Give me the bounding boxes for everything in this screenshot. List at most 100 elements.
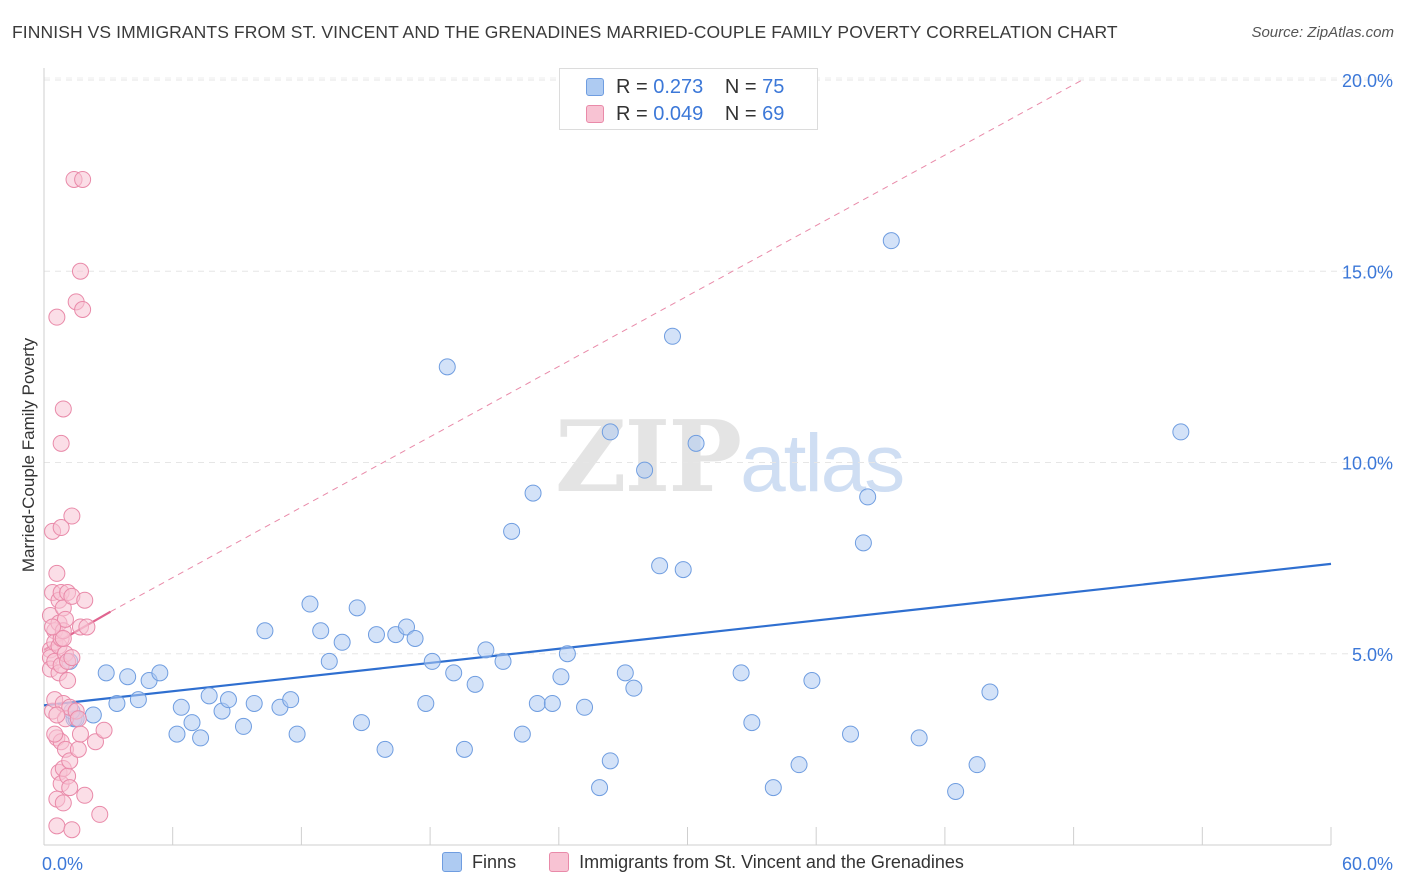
legend-item-finns[interactable]: Finns	[442, 852, 516, 873]
immigrants-point	[78, 618, 96, 636]
finns-point	[558, 645, 576, 663]
grid-lines	[44, 77, 1393, 655]
finns-point	[438, 358, 456, 376]
immigrants-swatch	[586, 105, 604, 123]
immigrants-point	[76, 786, 94, 804]
finns-point	[494, 652, 512, 670]
finns-trend-line	[43, 562, 1332, 707]
immigrants-point	[54, 794, 72, 812]
finns-point	[367, 626, 385, 644]
watermark: ZIPatlas	[555, 400, 905, 515]
finns-point	[445, 664, 463, 682]
finns-point	[732, 664, 750, 682]
immigrants-point	[59, 672, 77, 690]
source-label: Source: ZipAtlas.com	[1251, 24, 1394, 41]
legend-r-label: R =	[616, 76, 648, 98]
immigrants-point	[69, 740, 87, 758]
legend-n-label: N =	[724, 103, 757, 125]
tick-labels: 5.0% 10.0% 15.0% 20.0% 0.0% 60.0%	[42, 71, 1393, 874]
watermark-atlas: atlas	[740, 418, 905, 509]
immigrants-point	[54, 400, 72, 418]
chart-title: FINNISH VS IMMIGRANTS FROM ST. VINCENT A…	[12, 22, 1118, 42]
finns-point	[790, 756, 808, 774]
legend-n-value: 75	[762, 76, 785, 98]
finns-point	[320, 652, 338, 670]
finns-point	[108, 694, 126, 712]
finns-point	[663, 327, 681, 345]
finns-point	[513, 725, 531, 743]
finns-point	[256, 622, 274, 640]
immigrants-point	[61, 752, 79, 770]
finns-point	[552, 668, 570, 686]
legend-item-immigrants[interactable]: Immigrants from St. Vincent and the Gren…	[549, 852, 964, 873]
series-legend: Finns Immigrants from St. Vincent and th…	[0, 852, 1406, 873]
legend-r-label: R =	[616, 103, 648, 125]
data-points	[41, 170, 1190, 839]
finns-point	[576, 698, 594, 716]
finns-point	[616, 664, 634, 682]
legend-r-value: 0.049	[653, 103, 704, 125]
finns-point	[406, 629, 424, 647]
finns-point	[674, 561, 692, 579]
legend-row-immigrants: R = 0.049 N = 69	[586, 103, 784, 125]
finns-point	[200, 687, 218, 705]
finns-point	[288, 725, 306, 743]
immigrants-point	[48, 308, 66, 326]
finns-point	[84, 706, 102, 724]
correlation-legend: R = 0.273 N = 75 R = 0.049 N = 69	[559, 68, 818, 130]
finns-point	[97, 664, 115, 682]
immigrants-point	[74, 301, 92, 318]
finns-swatch	[442, 852, 463, 872]
finns-point	[119, 668, 137, 686]
finns-swatch	[586, 78, 604, 96]
immigrants-point	[56, 610, 74, 628]
immigrants-point	[52, 519, 70, 537]
finns-point	[219, 691, 237, 709]
legend-n-value: 69	[762, 103, 785, 125]
finns-point	[968, 756, 986, 774]
finns-point	[172, 698, 190, 716]
immigrants-point	[63, 821, 81, 839]
finns-point	[882, 232, 900, 250]
immigrants-point	[48, 564, 66, 582]
immigrants-point	[71, 262, 89, 280]
immigrants-point	[48, 706, 66, 724]
finns-point	[192, 729, 210, 747]
finns-point	[129, 691, 147, 709]
finns-point	[1172, 423, 1190, 441]
finns-point	[528, 694, 546, 712]
y-tick-label: 10.0%	[1342, 454, 1393, 474]
immigrants-point	[44, 618, 62, 636]
legend-n-label: N =	[724, 76, 757, 98]
immigrants-trend-extension	[110, 79, 1083, 613]
finns-point	[859, 488, 877, 506]
finns-point	[398, 618, 416, 636]
finns-point	[651, 557, 669, 575]
immigrants-point	[76, 591, 94, 609]
immigrants-point	[54, 629, 72, 647]
finns-point	[245, 694, 263, 712]
finns-point	[524, 484, 542, 502]
y-tick-label: 5.0%	[1352, 645, 1393, 665]
finns-point	[333, 633, 351, 651]
finns-point	[743, 714, 761, 732]
immigrants-point	[63, 649, 81, 667]
finns-point	[625, 679, 643, 697]
immigrants-point	[46, 725, 64, 743]
finns-point	[601, 752, 619, 770]
legend-finns-label: Finns	[472, 852, 517, 872]
immigrants-point	[48, 817, 66, 835]
immigrants-point	[69, 710, 87, 728]
finns-point	[151, 664, 169, 682]
legend-r-value: 0.273	[653, 76, 704, 98]
immigrants-point	[63, 507, 81, 525]
legend-row-finns: R = 0.273 N = 75	[586, 76, 784, 98]
y-axis-label: Married-Couple Family Poverty	[19, 337, 38, 573]
watermark-zip: ZIP	[555, 400, 742, 515]
finns-point	[981, 683, 999, 701]
immigrants-swatch	[549, 852, 570, 872]
finns-point	[455, 740, 473, 758]
immigrants-point	[74, 170, 92, 188]
legend-immigrants-label: Immigrants from St. Vincent and the Gren…	[579, 852, 964, 872]
finns-point	[947, 782, 965, 800]
